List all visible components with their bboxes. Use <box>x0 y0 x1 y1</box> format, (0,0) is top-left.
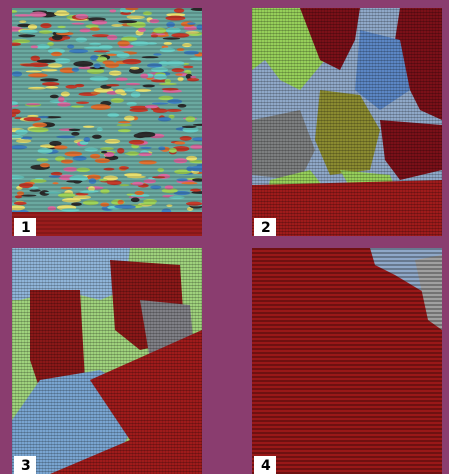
texture <box>12 248 202 474</box>
texture <box>252 248 442 474</box>
texture <box>12 8 202 236</box>
panel-2 <box>252 8 442 236</box>
panel-label: 2 <box>261 220 271 236</box>
panel-label: 3 <box>21 458 31 474</box>
panel-label: 4 <box>261 458 271 474</box>
panel-3 <box>12 248 202 474</box>
page: 1 2 3 4 (() => { const data = JSON.parse… <box>0 0 449 474</box>
panel-label: 1 <box>21 220 31 236</box>
texture <box>252 8 442 236</box>
panel-4 <box>252 248 442 474</box>
panel-1 <box>3 7 209 236</box>
figure: 1 2 3 4 <box>0 0 449 474</box>
